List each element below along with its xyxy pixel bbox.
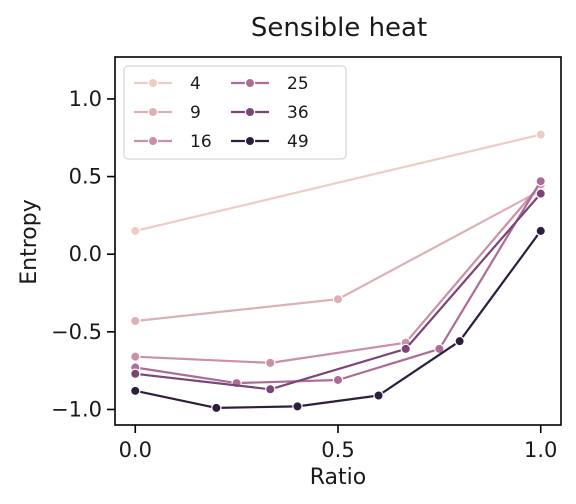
legend-marker <box>147 77 159 89</box>
legend-marker <box>147 135 159 147</box>
data-point <box>292 401 303 412</box>
data-point <box>211 402 222 414</box>
data-point <box>535 129 546 140</box>
legend-marker <box>147 106 159 118</box>
series-4 <box>130 129 546 237</box>
plot-area <box>130 129 546 414</box>
series-36 <box>130 188 546 395</box>
legend-entry-25: 25 <box>231 74 309 94</box>
data-point <box>265 384 276 395</box>
y-axis-label: Entropy <box>17 199 42 284</box>
series-line-16 <box>135 183 542 364</box>
legend-label: 36 <box>287 103 309 123</box>
data-point <box>265 357 276 369</box>
y-tick-label: 0.5 <box>69 165 102 189</box>
chart-title: Sensible heat <box>251 13 427 43</box>
legend-entry-4: 4 <box>134 74 201 94</box>
data-point <box>332 374 344 386</box>
legend-label: 16 <box>190 132 212 152</box>
data-point <box>535 176 546 187</box>
data-point <box>373 390 384 401</box>
x-axis-label: Ratio <box>310 465 366 490</box>
data-point <box>130 225 141 237</box>
legend-entry-36: 36 <box>231 103 309 123</box>
y-tick-label: 1.0 <box>69 87 102 111</box>
series-25 <box>130 176 546 389</box>
series-line-49 <box>135 230 542 409</box>
series-9 <box>130 185 546 327</box>
series-line-4 <box>135 133 541 232</box>
y-tick-label: 0.0 <box>69 242 102 266</box>
series-16 <box>130 179 546 369</box>
legend-marker <box>244 106 256 118</box>
data-point <box>454 335 465 347</box>
legend-label: 25 <box>287 74 309 94</box>
data-point <box>332 294 344 305</box>
y-tick-label: −0.5 <box>51 320 102 344</box>
y-tick-label: −1.0 <box>51 397 102 421</box>
legend-entry-9: 9 <box>134 103 201 123</box>
data-point <box>130 315 141 327</box>
legend-entry-49: 49 <box>231 132 309 152</box>
data-point <box>130 385 141 397</box>
series-line-36 <box>135 192 542 391</box>
x-tick-label: 0.5 <box>321 438 354 462</box>
data-point <box>400 343 411 355</box>
legend-marker <box>244 135 256 147</box>
data-point <box>130 368 141 379</box>
legend-label: 49 <box>287 132 309 152</box>
legend-marker <box>244 77 256 89</box>
x-tick-label: 0.0 <box>119 438 152 462</box>
data-point <box>535 188 546 199</box>
axes: 0.0 0.5 1.0 −1.0 −0.5 0.0 0.5 1.0 <box>51 87 557 462</box>
series-49 <box>130 225 546 414</box>
legend-label: 4 <box>190 74 201 94</box>
data-point <box>130 351 141 362</box>
legend-label: 9 <box>190 103 201 123</box>
legend-entry-16: 16 <box>134 132 212 152</box>
x-tick-label: 1.0 <box>524 438 557 462</box>
data-point <box>535 225 546 237</box>
